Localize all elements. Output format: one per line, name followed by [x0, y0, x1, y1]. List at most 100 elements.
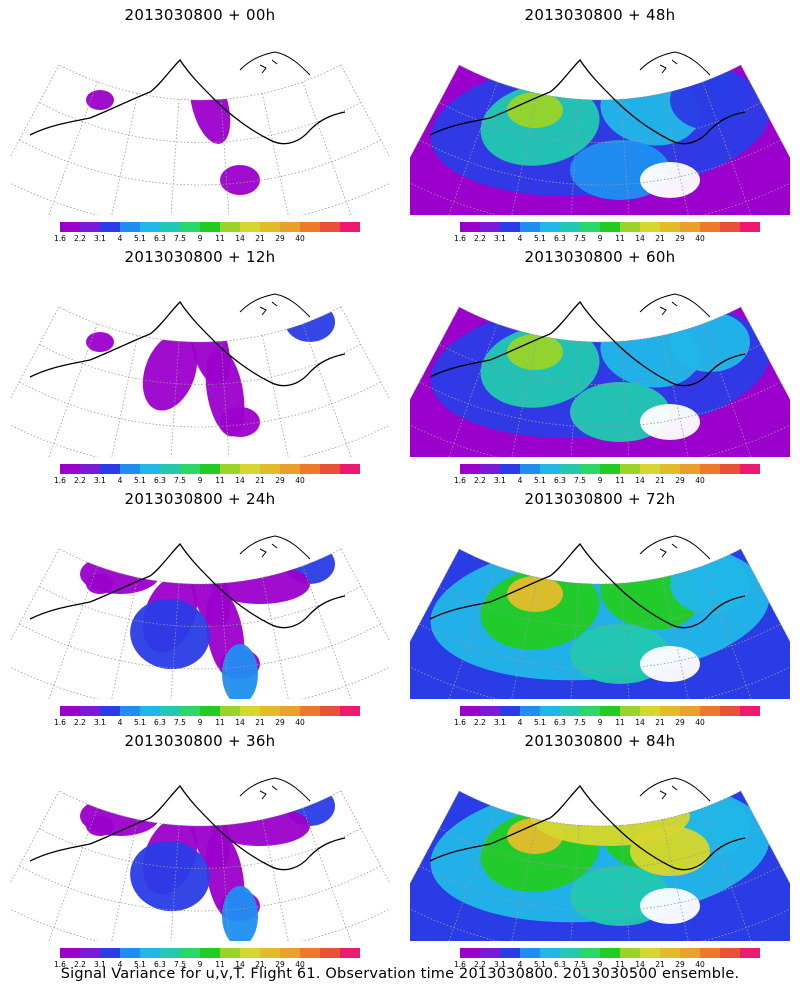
variance-field [86, 306, 335, 437]
colorbar-swatch [140, 948, 160, 958]
graticule [10, 790, 390, 941]
colorbar-label: 7.5 [174, 476, 186, 485]
colorbar-swatch [140, 464, 160, 474]
colorbar [460, 706, 760, 716]
colorbar-swatch [340, 222, 360, 232]
colorbar-label: 5.1 [534, 476, 546, 485]
panel-title: 2013030800 + 84h [524, 732, 676, 750]
colorbar-label: 9 [597, 718, 603, 727]
colorbar-label: 29 [675, 718, 685, 727]
colorbar-swatch [680, 464, 700, 474]
colorbar-swatch [300, 948, 320, 958]
colorbar [460, 222, 760, 232]
colorbar-swatch [280, 464, 300, 474]
colorbar-swatch [60, 706, 80, 716]
colorbar-swatch [540, 948, 560, 958]
colorbar-swatch [60, 222, 80, 232]
colorbar-label: 40 [295, 234, 305, 243]
colorbar-labels: 1.6 2.2 3.1 4 5.1 6.3 7.5 9 11 14 21 29 40 [454, 476, 760, 486]
colorbar-swatch [320, 464, 340, 474]
colorbar-swatch [240, 222, 260, 232]
colorbar-swatch [340, 706, 360, 716]
colorbar-swatch [560, 706, 580, 716]
colorbar-label: 11 [215, 960, 225, 969]
colorbar-swatch [220, 222, 240, 232]
colorbar-label: 2.2 [474, 960, 486, 969]
colorbar-label: 40 [295, 476, 305, 485]
colorbar-swatch [100, 222, 120, 232]
colorbar-swatch [120, 464, 140, 474]
colorbar-label: 21 [255, 476, 265, 485]
arctic-islands [239, 777, 311, 802]
colorbar-swatch [640, 706, 660, 716]
colorbar-swatch [240, 706, 260, 716]
panel-title: 2013030800 + 24h [124, 490, 276, 508]
colorbar-swatch [300, 706, 320, 716]
colorbar-swatch [520, 464, 540, 474]
colorbar-label: 4 [117, 234, 123, 243]
colorbar-label: 21 [655, 718, 665, 727]
colorbar [60, 706, 360, 716]
variance-blob [80, 796, 160, 836]
colorbar-swatch [160, 464, 180, 474]
map [10, 777, 390, 941]
colorbar-swatch [120, 948, 140, 958]
colorbar-swatch [740, 706, 760, 716]
arctic-islands [239, 535, 311, 560]
colorbar-swatch [280, 706, 300, 716]
colorbar-swatch [580, 706, 600, 716]
colorbar-swatch [500, 464, 520, 474]
colorbar-swatch [700, 222, 720, 232]
colorbar-swatch [660, 464, 680, 474]
variance-blob [670, 70, 750, 130]
variance-blob [130, 840, 210, 912]
colorbar-swatch [620, 706, 640, 716]
colorbar-swatch [600, 464, 620, 474]
colorbar-label: 3.1 [494, 234, 506, 243]
colorbar-label: 4 [117, 476, 123, 485]
colorbar-swatch [200, 222, 220, 232]
map-panel: 2013030800 + 00h 1.6 2.2 3.1 4 5.1 6.3 7.5 9 11 14… [0, 0, 400, 243]
colorbar-swatch [180, 948, 200, 958]
colorbar-label: 7.5 [174, 234, 186, 243]
colorbar-swatch [240, 948, 260, 958]
colorbar-swatch [320, 222, 340, 232]
colorbar-swatch [200, 948, 220, 958]
colorbar-label: 9 [197, 718, 203, 727]
panel-title: 2013030800 + 72h [524, 490, 676, 508]
arctic-islands [639, 777, 711, 802]
colorbar [60, 222, 360, 232]
colorbar-swatch [220, 948, 240, 958]
colorbar-swatch [580, 222, 600, 232]
variance-field [80, 790, 335, 941]
colorbar-label: 6.3 [154, 234, 166, 243]
colorbar-swatch [200, 706, 220, 716]
colorbar-label: 7.5 [174, 718, 186, 727]
colorbar-label: 11 [615, 234, 625, 243]
colorbar-swatch [600, 222, 620, 232]
map-panel: 2013030800 + 24h 1.6 2.2 3.1 4 5.1 6.3 7.5 9 11 14… [0, 484, 400, 727]
colorbar-label: 1.6 [54, 960, 66, 969]
colorbar-labels: 1.6 2.2 3.1 4 5.1 6.3 7.5 9 11 14 21 29 40 [54, 718, 360, 728]
colorbar-swatch [680, 222, 700, 232]
map-panel: 2013030800 + 12h 1.6 2.2 3.1 4 5.1 6.3 7.5 9 11 14… [0, 242, 400, 485]
colorbar-labels: 1.6 2.2 3.1 4 5.1 6.3 7.5 9 11 14 21 29 40 [454, 960, 760, 970]
coastline [29, 542, 346, 629]
colorbar-label: 1.6 [454, 234, 466, 243]
variance-blob [86, 90, 114, 110]
map [10, 535, 390, 699]
colorbar-label: 2.2 [474, 718, 486, 727]
colorbar-label: 7.5 [574, 718, 586, 727]
colorbar-label: 40 [695, 960, 705, 969]
colorbar-swatch [540, 706, 560, 716]
colorbar-label: 5.1 [134, 234, 146, 243]
colorbar-swatch [200, 464, 220, 474]
colorbar-swatch [460, 464, 480, 474]
colorbar-swatch [260, 948, 280, 958]
colorbar-label: 9 [597, 960, 603, 969]
colorbar-label: 3.1 [94, 718, 106, 727]
colorbar-swatch [120, 706, 140, 716]
colorbar-label: 1.6 [454, 476, 466, 485]
colorbar-swatch [320, 948, 340, 958]
colorbar-label: 11 [615, 718, 625, 727]
